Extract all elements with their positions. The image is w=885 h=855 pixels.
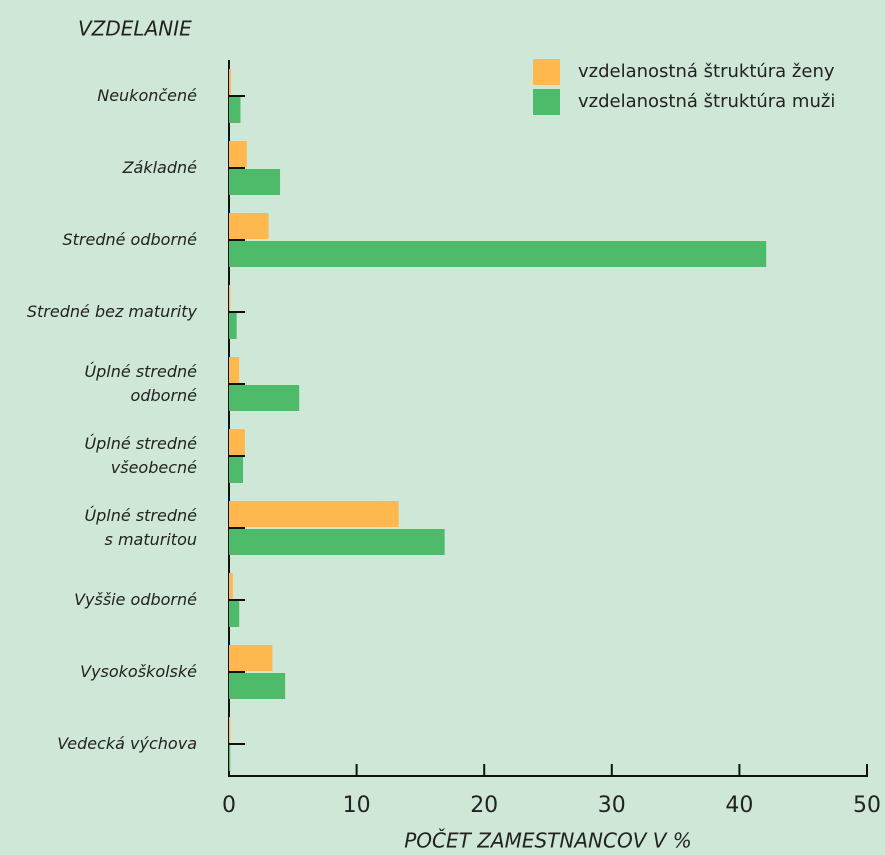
bar — [229, 385, 300, 411]
y-tick-label: Úplné stredné odborné — [84, 362, 197, 405]
legend-swatch — [533, 59, 560, 85]
y-tick-label: Neukončené — [97, 86, 197, 105]
y-tick-label: Vysokoškolské — [80, 662, 197, 681]
bar — [229, 673, 286, 699]
y-tick-label: Základné — [122, 158, 197, 177]
bar — [229, 645, 273, 671]
bar — [229, 213, 269, 239]
bar — [229, 241, 767, 267]
x-tick-label: 40 — [725, 793, 753, 818]
legend-swatch — [533, 89, 560, 115]
legend-label: vzdelanostná štruktúra muži — [578, 91, 835, 112]
x-tick-label: 0 — [222, 793, 236, 818]
bar — [229, 169, 281, 195]
bar — [229, 97, 241, 123]
bar — [229, 357, 240, 383]
x-tick-label: 50 — [853, 793, 881, 818]
x-tick-label: 10 — [343, 793, 371, 818]
bar — [229, 429, 245, 455]
bar — [229, 457, 244, 483]
legend-label: vzdelanostná štruktúra ženy — [578, 61, 835, 82]
y-tick-label: Stredné bez maturity — [26, 302, 197, 321]
bar — [229, 717, 231, 743]
x-tick-label: 20 — [470, 793, 498, 818]
bar — [229, 601, 240, 627]
bar — [229, 501, 399, 527]
bar — [229, 285, 231, 311]
bar — [229, 745, 231, 771]
bar — [229, 529, 445, 555]
bar — [229, 69, 231, 95]
bar — [229, 141, 247, 167]
x-axis-label: POČET ZAMESTNANCOV V % — [404, 829, 692, 853]
y-tick-label: Vedecká výchova — [57, 734, 197, 753]
chart-title: VZDELANIE — [78, 17, 192, 41]
y-tick-label: Stredné odborné — [62, 230, 197, 249]
bar — [229, 313, 237, 339]
y-tick-label: Úplné stredné všeobecné — [84, 434, 197, 477]
bar — [229, 573, 233, 599]
y-tick-label: Vyššie odborné — [74, 590, 197, 609]
y-tick-label: Úplné stredné s maturitou — [84, 506, 197, 549]
x-tick-label: 30 — [598, 793, 626, 818]
